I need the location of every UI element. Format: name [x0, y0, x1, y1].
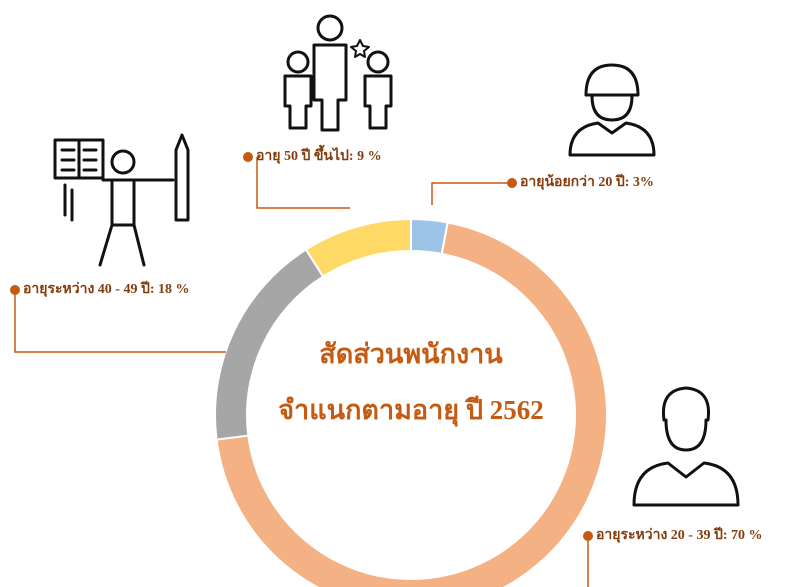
icon-adult	[632, 386, 740, 507]
leader-line	[431, 182, 512, 205]
icon-youth	[568, 63, 656, 157]
label-dot	[507, 178, 517, 188]
label-dot	[10, 285, 20, 295]
data-label: อายุระหว่าง 40 - 49 ปี: 18 %	[23, 281, 190, 297]
chart-subtitle: จำแนกตามอายุ ปี 2562	[278, 395, 544, 427]
leader-line	[14, 290, 226, 353]
label-dot	[583, 531, 593, 541]
leader-line	[256, 157, 350, 209]
donut-segment	[304, 217, 412, 278]
ring	[214, 217, 608, 587]
icon-family	[283, 14, 393, 132]
icon-worker	[53, 133, 190, 267]
data-label: อายุระหว่าง 20 - 39 ปี: 70 %	[596, 527, 763, 543]
donut-segment	[215, 221, 608, 587]
data-label: อายุ 50 ปี ขึ้นไป: 9 %	[256, 144, 382, 164]
label-dot	[243, 152, 253, 162]
labels: อายุน้อยกว่า 20 ปี: 3% อายุระหว่าง 20 - 3…	[10, 144, 763, 587]
chart-title: สัดส่วนพนักงาน	[319, 339, 503, 369]
data-label: อายุน้อยกว่า 20 ปี: 3%	[520, 174, 654, 190]
